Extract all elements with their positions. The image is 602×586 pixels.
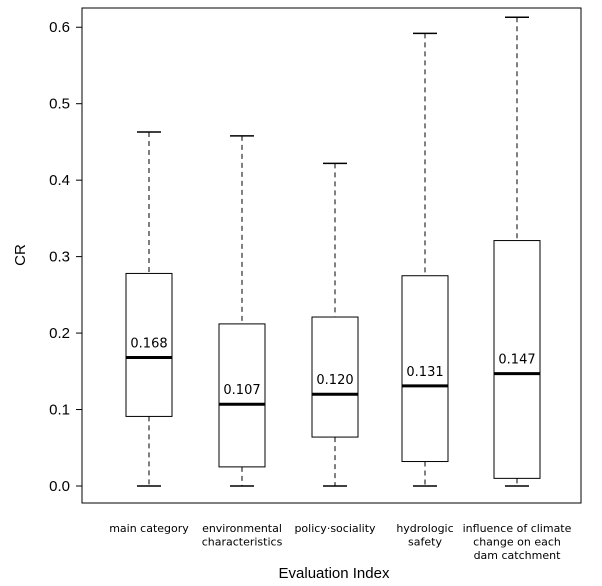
y-axis: 0.0 0.1 0.2 0.3 0.4 0.5 0.6 — [49, 19, 82, 495]
y-tick-label: 0.6 — [49, 19, 70, 36]
x-category-label: influence of climate change on each dam ca… — [463, 522, 572, 562]
median-label: 0.120 — [316, 373, 353, 388]
median-label: 0.131 — [406, 365, 443, 380]
box-2: 0.107 — [218, 135, 266, 487]
y-tick-label: 0.2 — [49, 325, 70, 342]
x-category-label-line: hydrologic — [396, 522, 453, 535]
x-category-label-line: characteristics — [202, 536, 283, 549]
boxes-group: 0.168 0.107 0.120 0.131 0.147 — [125, 16, 541, 487]
x-category-label-line: safety — [408, 536, 442, 549]
x-axis-title: Evaluation Index — [279, 565, 390, 582]
x-category-label: main category — [109, 522, 189, 535]
x-category-label-line: change on each — [473, 536, 561, 549]
iqr-box — [311, 316, 359, 438]
x-category-label-line: dam catchment — [474, 549, 562, 562]
iqr-box — [401, 275, 449, 463]
x-category-label: hydrologic safety — [396, 522, 453, 549]
box-4: 0.131 — [401, 32, 449, 487]
median-label: 0.168 — [130, 337, 167, 352]
x-category-label-line: main category — [109, 522, 189, 535]
iqr-box — [493, 240, 541, 479]
box-1: 0.168 — [125, 131, 173, 487]
x-category-label-line: influence of climate — [463, 522, 572, 535]
y-axis-title: CR — [12, 244, 29, 266]
x-category-labels: main category environmental characteristic… — [109, 522, 571, 562]
x-category-label-line: environmental — [202, 522, 282, 535]
box-5: 0.147 — [493, 16, 541, 487]
x-category-label: policy·sociality — [294, 522, 376, 535]
plot-frame — [81, 7, 582, 504]
y-tick-label: 0.3 — [49, 249, 70, 266]
y-tick-label: 0.1 — [49, 402, 70, 419]
y-tick-label: 0.0 — [49, 478, 70, 495]
iqr-box — [125, 272, 173, 417]
median-label: 0.107 — [223, 383, 260, 398]
y-tick-label: 0.4 — [49, 172, 70, 189]
box-3: 0.120 — [311, 162, 359, 487]
y-tick-label: 0.5 — [49, 96, 70, 113]
x-category-label-line: policy·sociality — [294, 522, 376, 535]
median-label: 0.147 — [498, 353, 535, 368]
x-category-label: environmental characteristics — [202, 522, 283, 549]
iqr-box — [218, 323, 266, 468]
